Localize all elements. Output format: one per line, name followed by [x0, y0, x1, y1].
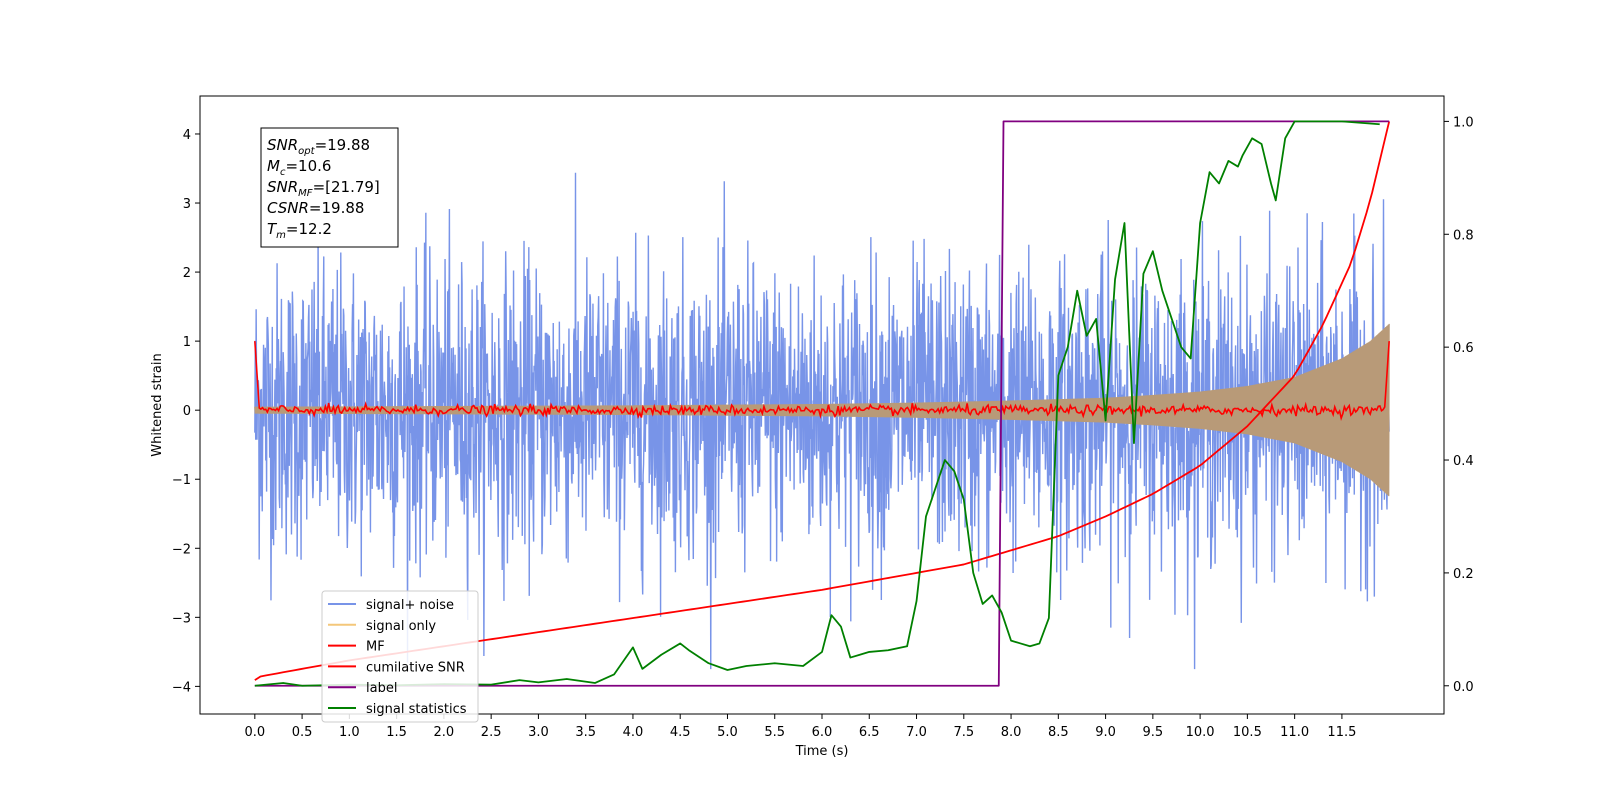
y-left-tick-label: −3: [172, 611, 191, 626]
series-signal-only: [254, 323, 1390, 497]
y-right-tick-label: 0.8: [1453, 228, 1474, 243]
y-left-tick-label: 1: [183, 335, 191, 350]
y-left-tick-label: 3: [183, 197, 191, 212]
y-right-tick-label: 0.4: [1453, 454, 1474, 469]
legend-label: label: [366, 681, 397, 696]
y-right-tick-label: 0.6: [1453, 341, 1474, 356]
legend-label: signal+ noise: [366, 598, 454, 613]
x-tick-label: 9.0: [1095, 725, 1116, 740]
x-tick-label: 11.5: [1327, 725, 1356, 740]
annotation-line: Mc=10.6: [267, 157, 331, 178]
legend-frame: [321, 590, 479, 723]
x-tick-label: 2.0: [434, 725, 455, 740]
annotation-line: SNRopt=19.88: [267, 136, 370, 157]
x-tick-label: 10.5: [1233, 725, 1262, 740]
x-tick-label: 3.0: [528, 725, 549, 740]
x-tick-label: 9.5: [1143, 725, 1164, 740]
annotation-frame: [260, 127, 399, 248]
legend-label: signal only: [366, 619, 436, 634]
x-tick-label: 10.0: [1186, 725, 1215, 740]
y-axis-label-left: Whitened strain: [150, 353, 165, 456]
x-tick-label: 0.5: [292, 725, 313, 740]
series-signal-statistics: [254, 120, 1380, 687]
x-tick-label: 7.5: [953, 725, 974, 740]
series-mf: [254, 341, 1390, 422]
legend-label: MF: [366, 640, 385, 655]
legend: signal+ noise signal only MF cumilative SNR…: [321, 590, 479, 723]
x-tick-label: 4.0: [623, 725, 644, 740]
series-signal-noise: [254, 172, 1390, 670]
x-axis: 0.0 0.5 1.0 1.5 2.0 2.5 3.0 3.5 4.0 4.5 5.0 5.5 6.0 6…: [244, 714, 1356, 740]
y-left-tick-label: −2: [172, 542, 191, 557]
annotation-line: CSNR=19.88: [267, 199, 364, 217]
x-tick-label: 4.5: [670, 725, 691, 740]
x-axis-label: Time (s): [795, 744, 849, 759]
y-right-tick-label: 0.2: [1453, 567, 1474, 582]
y-right-tick-label: 0.0: [1453, 680, 1474, 695]
x-tick-label: 0.0: [244, 725, 265, 740]
x-tick-label: 8.5: [1048, 725, 1069, 740]
legend-label: signal statistics: [366, 702, 467, 717]
x-tick-label: 7.0: [906, 725, 927, 740]
y-left-tick-label: −4: [172, 680, 191, 695]
legend-label: cumilative SNR: [366, 660, 465, 675]
y-axis-right: 0.0 0.2 0.4 0.6 0.8 1.0: [1444, 115, 1474, 695]
x-tick-label: 5.5: [764, 725, 785, 740]
y-left-tick-label: −1: [172, 473, 191, 488]
annotation-box: SNRopt=19.88Mc=10.6SNRMF=[21.79]CSNR=19.…: [260, 127, 399, 248]
series-label: [254, 120, 1390, 687]
x-tick-label: 3.5: [575, 725, 596, 740]
x-tick-label: 11.0: [1280, 725, 1309, 740]
x-tick-label: 8.0: [1001, 725, 1022, 740]
x-tick-label: 1.0: [339, 725, 360, 740]
x-tick-label: 5.0: [717, 725, 738, 740]
y-left-tick-label: 0: [183, 404, 191, 419]
annotation-line: Tm=12.2: [267, 220, 332, 241]
y-left-tick-label: 2: [183, 266, 191, 281]
annotation-line: SNRMF=[21.79]: [267, 178, 380, 199]
y-right-tick-label: 1.0: [1453, 115, 1474, 130]
x-tick-label: 1.5: [386, 725, 407, 740]
x-tick-label: 6.0: [812, 725, 833, 740]
x-tick-label: 6.5: [859, 725, 880, 740]
y-left-tick-label: 4: [183, 128, 191, 143]
x-tick-label: 2.5: [481, 725, 502, 740]
y-axis-left: −4 −3 −2 −1 0 1 2 3 4: [172, 128, 200, 695]
